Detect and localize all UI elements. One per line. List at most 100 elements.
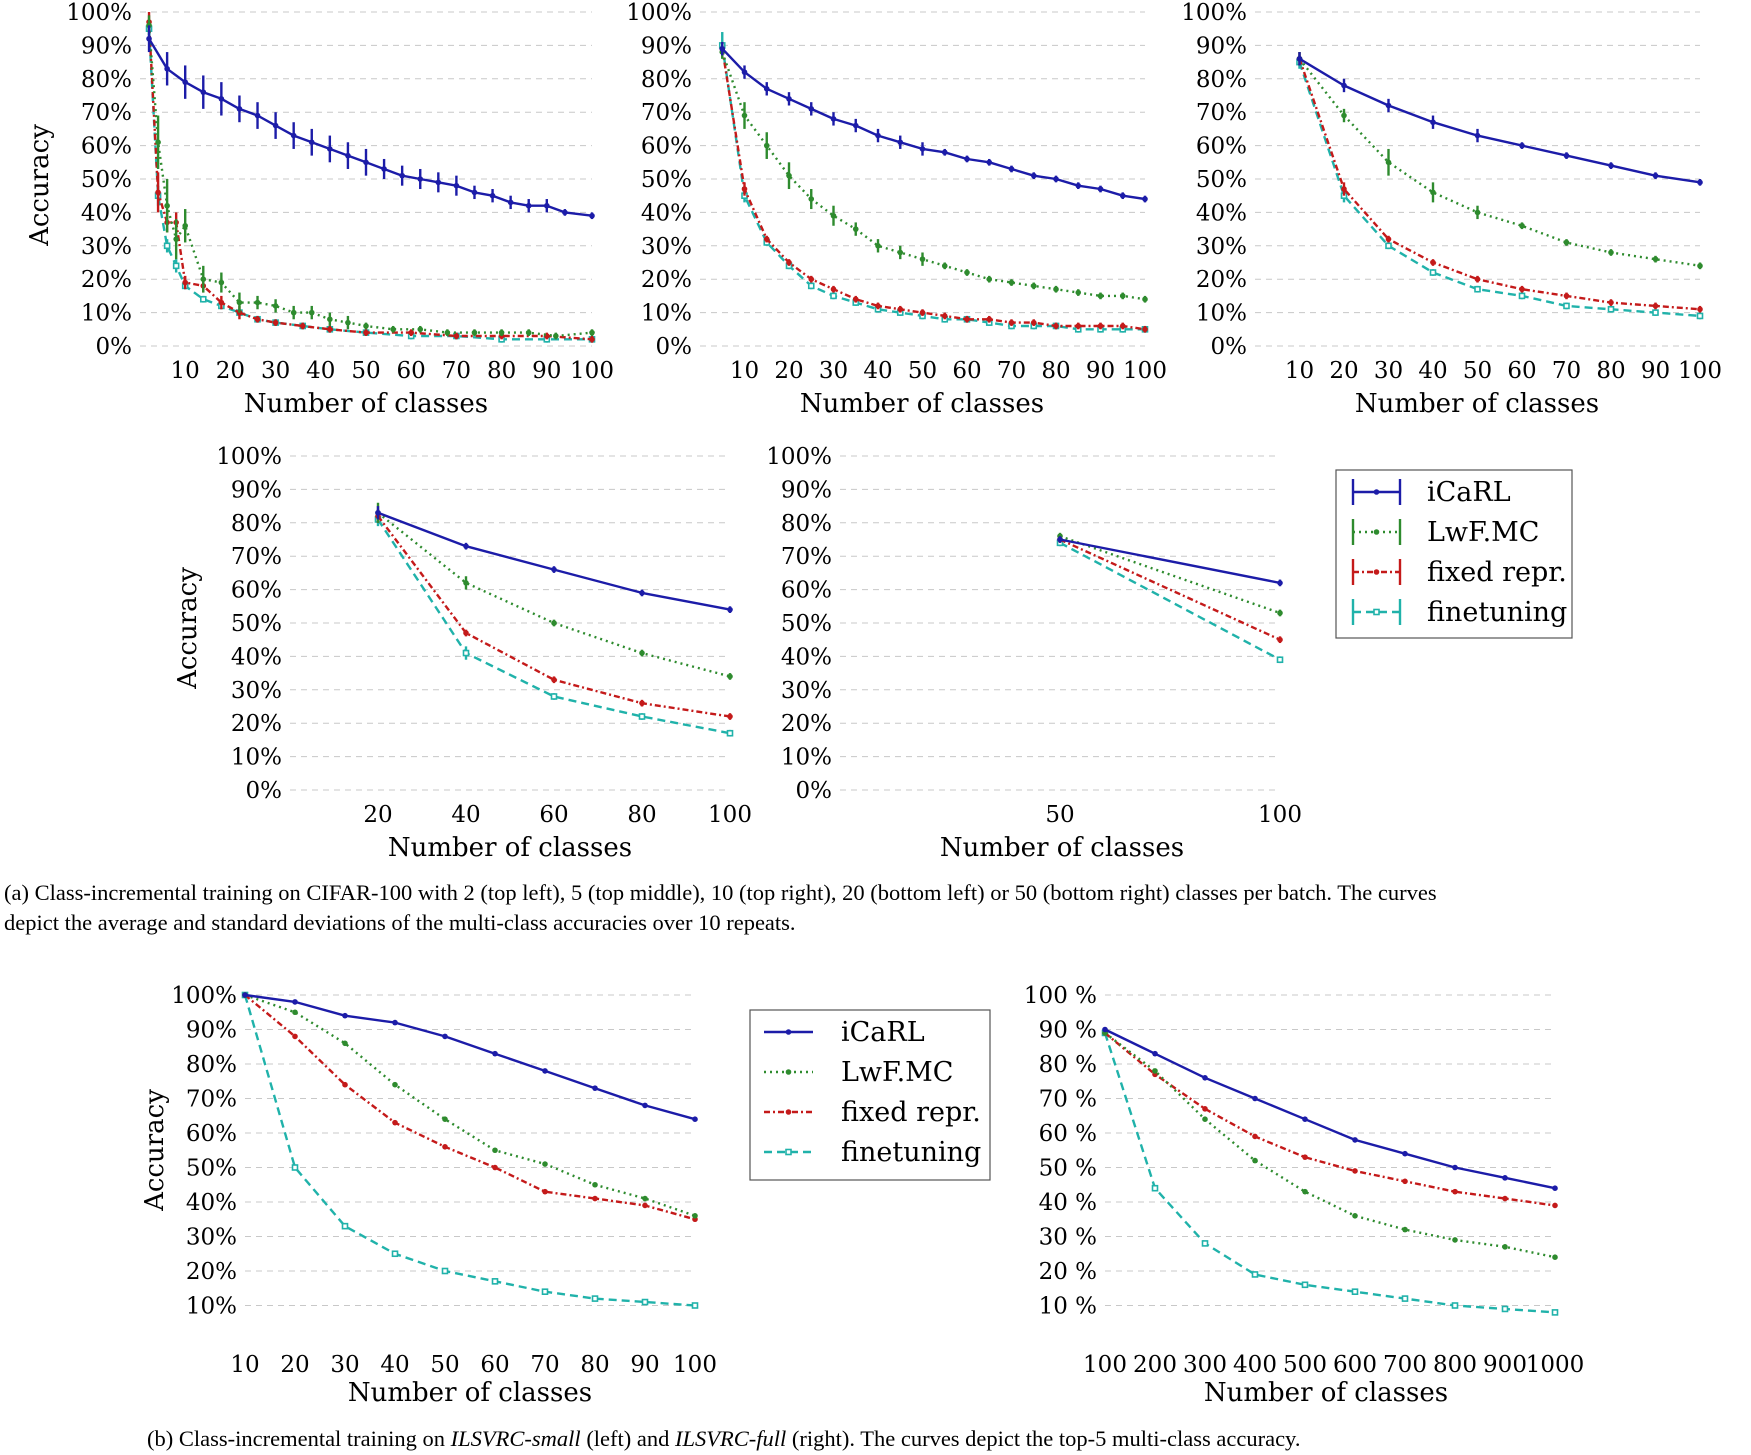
x-axis-label: Number of classes (348, 1378, 592, 1408)
data-point (642, 1102, 648, 1109)
data-point (1302, 1116, 1308, 1122)
data-point (1276, 656, 1284, 664)
series-lwf-mc (719, 45, 1148, 303)
data-point (375, 509, 381, 516)
data-point (1474, 209, 1481, 216)
data-point (641, 1298, 649, 1306)
data-point (363, 329, 369, 336)
legend-marker (785, 1148, 792, 1156)
data-point (1252, 1157, 1258, 1164)
data-point (1341, 82, 1347, 89)
data-point (272, 319, 279, 326)
data-point (1429, 269, 1437, 276)
x-tick-label: 10 (730, 358, 759, 384)
y-tick-label: 0% (1211, 334, 1248, 360)
data-point (327, 316, 333, 323)
data-point (852, 296, 859, 303)
data-point (492, 1147, 498, 1154)
data-point (830, 292, 837, 300)
data-point (1008, 279, 1015, 286)
data-point (1352, 1168, 1358, 1174)
chart-a_top_middle: 0% 10% 20% 30% 40% 50% 60% 70% 80% 90% 100% 10 20 30 4… (626, 0, 1167, 419)
data-point (763, 236, 770, 242)
y-tick-label: 100% (66, 0, 132, 26)
y-tick-label: 100% (626, 0, 692, 26)
series-line (377, 511, 731, 611)
data-point (763, 142, 770, 149)
data-point (173, 236, 179, 242)
legend-item: iCaRL (764, 1017, 925, 1048)
data-point (1057, 536, 1063, 543)
data-point (453, 333, 460, 339)
x-tick-label: 40 (380, 1352, 409, 1378)
data-point (1519, 222, 1525, 229)
chart-a_bottom_left: 0% 10% 20% 30% 40% 50% 60% 70% 80% 90% 100% 20 40 60 8… (173, 444, 752, 863)
data-point (172, 262, 180, 270)
data-point (1301, 1281, 1309, 1289)
data-point (491, 1278, 499, 1285)
data-point (1202, 1116, 1208, 1122)
data-point (146, 35, 152, 42)
data-point (1563, 293, 1570, 299)
y-tick-label: 20% (81, 267, 132, 293)
data-point (1552, 1254, 1558, 1260)
data-point (1563, 302, 1570, 310)
x-tick-label: 900 (1483, 1352, 1527, 1378)
x-tick-label: 80 (627, 802, 656, 828)
data-point (639, 700, 645, 706)
x-axis-label: Number of classes (1204, 1378, 1448, 1408)
data-point (1551, 1309, 1559, 1316)
data-point (417, 176, 424, 182)
data-point (692, 1213, 698, 1219)
chart-a_bottom_right: 0% 10% 20% 30% 40% 50% 60% 70% 80% 90% 100% 50 100 Nu… (766, 444, 1302, 863)
data-point (642, 1202, 648, 1209)
series-icarl (375, 506, 733, 613)
chart-a_top_right: 0% 10% 20% 30% 40% 50% 60% 70% 80% 90% 100% 10 20 30 4… (1181, 0, 1722, 419)
x-tick-label: 60 (480, 1352, 509, 1378)
data-point (786, 96, 792, 102)
legend-item: LwF.MC (1351, 517, 1539, 548)
y-tick-label: 70 % (1039, 1087, 1097, 1113)
x-tick-label: 50 (1045, 802, 1074, 828)
y-tick-label: 90% (1196, 33, 1247, 59)
data-point (1652, 303, 1659, 309)
legend-item: fixed repr. (764, 1097, 981, 1128)
data-point (392, 1119, 398, 1126)
x-tick-label: 100 (673, 1352, 717, 1378)
y-tick-label: 50 % (1039, 1156, 1097, 1182)
legend-a: iCaRL LwF.MC fixed repr. finetuning (1335, 469, 1573, 639)
y-tick-label: 60% (231, 578, 282, 604)
data-point (719, 45, 726, 52)
data-point (164, 202, 170, 209)
y-tick-label: 70% (781, 544, 832, 570)
x-tick-label: 30 (261, 358, 290, 384)
y-tick-label: 10 % (1039, 1294, 1097, 1320)
data-point (1451, 1302, 1459, 1309)
x-axis-label: Number of classes (244, 389, 488, 419)
data-point (417, 326, 424, 333)
data-point (1430, 119, 1436, 126)
data-point (218, 96, 225, 102)
series-finetuning (241, 991, 699, 1309)
y-tick-label: 90% (81, 33, 132, 59)
data-point (542, 1161, 548, 1167)
data-point (254, 316, 261, 323)
data-point (1385, 159, 1392, 166)
series-finetuning (718, 32, 1149, 333)
y-tick-label: 40% (1196, 200, 1247, 226)
data-point (1277, 636, 1283, 643)
y-tick-label: 30% (186, 1225, 237, 1251)
series-line (244, 994, 696, 1221)
data-point (272, 122, 279, 129)
data-point (941, 313, 948, 319)
caption-b-italic2: ILSVRC-full (675, 1426, 787, 1451)
data-point (727, 673, 733, 680)
series-line (377, 515, 731, 718)
data-point (1151, 1184, 1159, 1192)
x-tick-label: 90 (1641, 358, 1670, 384)
data-point (1563, 239, 1570, 246)
data-point (492, 1164, 498, 1171)
data-point (1202, 1075, 1208, 1081)
series-line (376, 518, 731, 735)
y-tick-label: 10% (231, 745, 282, 771)
